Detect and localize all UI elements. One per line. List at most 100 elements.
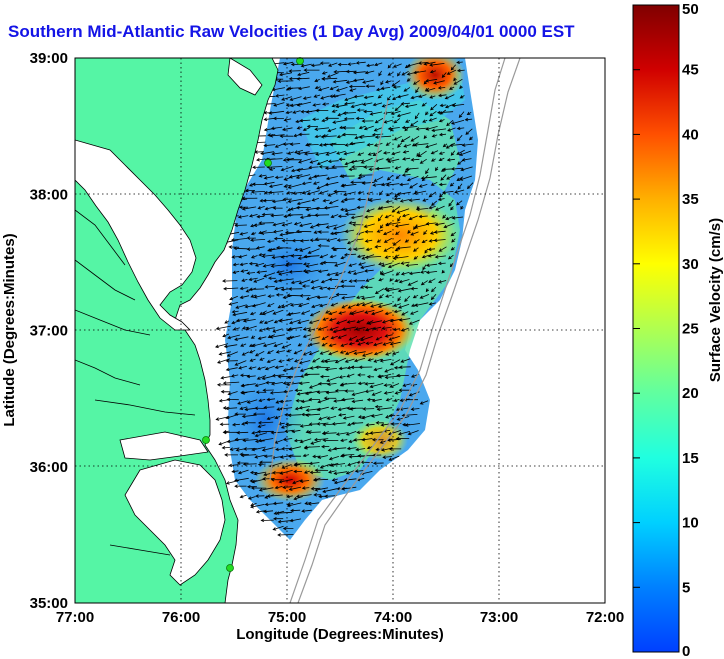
- velocity-arrow: [240, 269, 249, 273]
- velocity-arrow: [254, 382, 266, 387]
- velocity-arrow: [278, 278, 294, 283]
- station-marker: [264, 159, 272, 167]
- velocity-arrow: [308, 319, 320, 324]
- velocity-arrow: [349, 88, 357, 92]
- velocity-arrow: [326, 376, 340, 382]
- velocity-arrow: [450, 206, 454, 211]
- velocity-arrow: [360, 264, 375, 270]
- velocity-arrow: [228, 245, 240, 249]
- chesapeake-bay: [75, 139, 197, 331]
- velocity-arrow: [358, 365, 373, 370]
- velocity-arrow: [379, 224, 384, 229]
- velocity-arrow: [418, 61, 429, 65]
- velocity-arrow: [282, 295, 292, 299]
- velocity-arrow: [366, 397, 375, 402]
- velocity-arrow: [251, 302, 266, 308]
- velocity-arrow: [365, 277, 375, 282]
- velocity-arrow: [402, 213, 410, 218]
- velocity-arrow: [357, 152, 365, 156]
- velocity-arrow: [373, 342, 383, 347]
- velocity-arrow: [383, 287, 393, 291]
- velocity-arrow: [241, 206, 257, 211]
- velocity-arrow: [296, 168, 311, 172]
- velocity-arrow: [293, 462, 310, 466]
- velocity-arrow: [348, 342, 355, 346]
- velocity-arrow: [269, 334, 285, 339]
- velocity-arrow: [413, 70, 427, 75]
- velocity-arrow: [314, 85, 321, 90]
- velocity-arrow: [392, 351, 400, 355]
- velocity-arrow: [308, 342, 320, 347]
- velocity-arrow: [434, 255, 446, 259]
- velocity-arrow: [279, 134, 294, 139]
- velocity-arrow: [393, 303, 401, 307]
- velocity-arrow: [364, 309, 375, 314]
- velocity-arrow: [299, 424, 312, 428]
- velocity-arrow: [346, 446, 357, 451]
- velocity-arrow: [347, 270, 356, 274]
- velocity-arrow: [317, 455, 328, 459]
- velocity-arrow: [241, 414, 257, 419]
- velocity-arrow: [364, 215, 374, 219]
- velocity-arrow: [328, 277, 339, 282]
- velocity-arrow: [380, 270, 384, 275]
- velocity-arrow: [353, 351, 366, 355]
- velocity-arrow: [385, 288, 400, 293]
- velocity-arrow: [286, 312, 301, 317]
- velocity-arrow: [373, 127, 382, 132]
- velocity-arrow: [295, 494, 312, 498]
- velocity-arrow: [320, 279, 330, 284]
- velocity-arrow: [272, 206, 283, 210]
- velocity-arrow: [357, 373, 366, 377]
- velocity-arrow: [385, 191, 393, 197]
- velocity-arrow: [314, 134, 322, 139]
- velocity-arrow: [427, 253, 436, 258]
- velocity-low-zone-south: [225, 370, 305, 470]
- velocity-arrow: [346, 373, 355, 378]
- velocity-arrow: [371, 398, 382, 403]
- velocity-arrow: [333, 70, 348, 74]
- velocity-arrow: [254, 432, 268, 438]
- velocity-arrow: [277, 79, 294, 83]
- velocity-arrow: [428, 302, 436, 306]
- velocity-arrow: [355, 61, 366, 65]
- velocity-arrow: [366, 208, 375, 213]
- velocity-arrow: [395, 271, 401, 276]
- velocity-arrow: [253, 223, 265, 227]
- velocity-arrow: [273, 516, 284, 521]
- velocity-arrow: [447, 254, 454, 260]
- velocity-arrow: [410, 120, 419, 127]
- velocity-arrow: [314, 365, 330, 370]
- velocity-arrow: [383, 391, 392, 395]
- velocity-arrow: [428, 117, 437, 122]
- velocity-arrow: [279, 469, 293, 475]
- velocity-arrow: [362, 79, 374, 84]
- velocity-arrow: [258, 398, 266, 403]
- velocity-arrow: [371, 413, 383, 418]
- velocity-arrow: [402, 150, 409, 154]
- velocity-arrow: [364, 70, 375, 75]
- velocity-arrow: [315, 151, 330, 156]
- velocity-arrow: [242, 319, 256, 323]
- velocity-arrow: [461, 143, 474, 147]
- velocity-arrow: [318, 416, 328, 421]
- velocity-arrow: [413, 190, 427, 195]
- velocity-arrow: [321, 444, 330, 449]
- velocity-arrow: [405, 167, 419, 171]
- velocity-arrow: [340, 255, 346, 260]
- velocity-arrow: [252, 412, 266, 416]
- velocity-arrow: [266, 416, 276, 421]
- velocity-arrow: [286, 502, 294, 506]
- velocity-arrow: [273, 102, 285, 107]
- velocity-arrow: [331, 103, 339, 108]
- velocity-arrow: [271, 373, 285, 378]
- velocity-arrow: [316, 159, 329, 166]
- velocity-arrow: [367, 152, 375, 156]
- velocity-arrow: [320, 358, 331, 363]
- velocity-arrow: [280, 424, 293, 429]
- velocity-arrow: [340, 183, 357, 188]
- velocity-arrow: [398, 279, 410, 284]
- velocity-arrow: [315, 108, 329, 113]
- velocity-arrow: [342, 111, 357, 115]
- velocity-arrow: [340, 174, 355, 178]
